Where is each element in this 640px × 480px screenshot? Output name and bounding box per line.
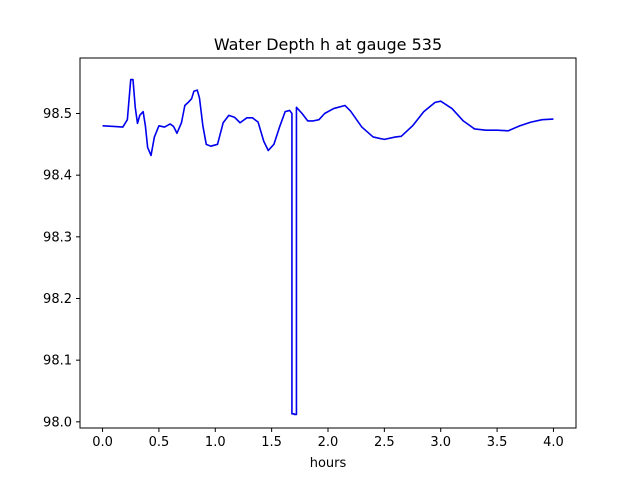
y-tick-label: 98.0 xyxy=(43,415,72,430)
x-tick-label: 3.0 xyxy=(430,435,451,450)
x-tick-label: 0.5 xyxy=(149,435,170,450)
x-tick-label: 0.0 xyxy=(92,435,113,450)
x-tick-label: 1.5 xyxy=(261,435,282,450)
x-tick-label: 3.5 xyxy=(487,435,508,450)
y-tick-label: 98.4 xyxy=(43,169,72,184)
x-tick-label: 2.0 xyxy=(318,435,339,450)
x-tick-label: 1.0 xyxy=(205,435,226,450)
x-axis: 0.0 0.5 1.0 1.5 2.0 2.5 3.0 3.5 4.0 xyxy=(92,428,564,450)
y-tick-label: 98.3 xyxy=(43,230,72,245)
y-tick-label: 98.2 xyxy=(43,292,72,307)
x-tick-label: 2.5 xyxy=(374,435,395,450)
y-axis: 98.0 98.1 98.2 98.3 98.4 98.5 xyxy=(43,107,80,430)
plot-area xyxy=(102,78,554,416)
y-tick-label: 98.5 xyxy=(43,107,72,122)
x-axis-label: hours xyxy=(310,456,347,471)
plot-frame xyxy=(79,57,577,429)
y-tick-label: 98.1 xyxy=(43,354,72,369)
x-tick-label: 4.0 xyxy=(543,435,564,450)
series-line-0 xyxy=(102,78,554,416)
chart-title: Water Depth h at gauge 535 xyxy=(214,35,442,54)
